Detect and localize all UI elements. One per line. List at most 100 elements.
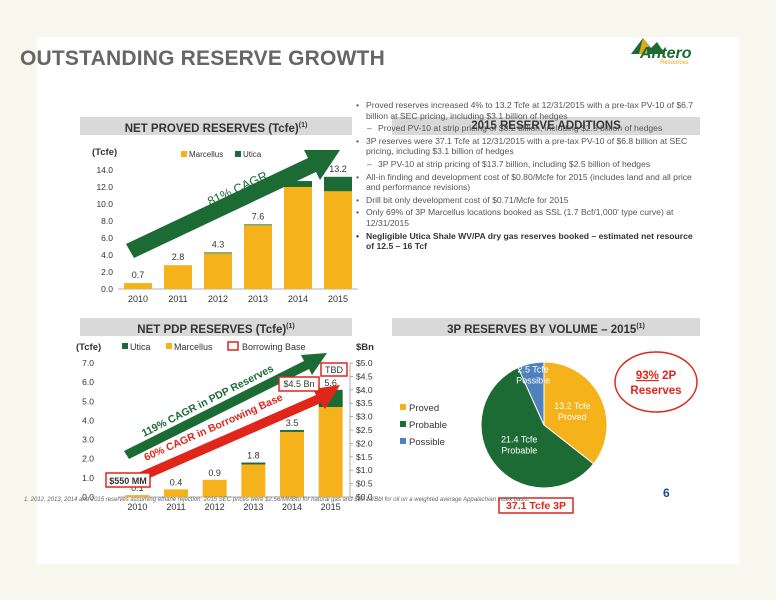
bb-2010-label: $550 MM (109, 476, 147, 486)
bullet: Drill bit only development cost of $0.71… (356, 195, 701, 206)
bullet: Negligible Utica Shale WV/PA dry gas res… (356, 231, 701, 252)
x-tick-label-2015: 2015 (321, 502, 341, 512)
callout-line1: 93% 2P (636, 370, 677, 382)
bar-marcellus-2015 (318, 407, 343, 497)
bar-utica-2013 (244, 224, 272, 226)
x-tick-label-2010: 2010 (127, 502, 147, 512)
bar-marcellus-2010 (125, 495, 150, 497)
proved-reserves-chart: (Tcfe) Marcellus Utica 0.0 2.0 4.0 6.0 8.0 10.0 1… (92, 147, 358, 304)
page-title: OUTSTANDING RESERVE GROWTH (20, 47, 385, 70)
bullet: 3P reserves were 37.1 Tcfe at 12/31/2015… (356, 136, 701, 157)
y-tick-label: 2.0 (101, 267, 113, 277)
legend-label-proved: Proved (409, 403, 439, 414)
y-tick-label: 7.0 (82, 358, 94, 368)
y2-tick-label: $3.0 (356, 412, 373, 422)
legend-label-borrowing-base: Borrowing Base (242, 342, 306, 352)
bar-utica-2015 (324, 176, 352, 192)
y-tick-label: 10.0 (96, 199, 113, 209)
tbd-box (320, 362, 348, 377)
legend-swatch-utica (235, 151, 241, 157)
legend-swatch-proved (400, 404, 406, 410)
volume-panel-header: 3P RESERVES BY VOLUME – 2015(1) (392, 318, 700, 336)
y2-tick-label: $1.5 (356, 452, 373, 462)
pie-label-proved-name: Proved (558, 412, 587, 422)
pie-label-possible-value: 2.5 Tcfe (517, 364, 548, 374)
callout-pct: 93% (636, 370, 659, 382)
y-tick-label: 2.0 (82, 454, 94, 464)
total-label-2012: 4.3 (212, 239, 225, 249)
bar-marcellus-2011 (164, 489, 188, 497)
legend-label-utica: Utica (243, 150, 262, 159)
x-tick-label-2010: 2010 (128, 294, 148, 304)
x-tick-label-2015: 2015 (328, 294, 348, 304)
proved-panel-header: NET PROVED RESERVES (Tcfe)(1) (80, 117, 352, 135)
x-tick-label-2013: 2013 (243, 502, 263, 512)
additions-bullet-list: Proved reserves increased 4% to 13.2 Tcf… (356, 100, 701, 254)
legend-label-possible: Possible (409, 437, 445, 448)
logo-sub: Resources (660, 60, 689, 66)
total-label-2011: 2.8 (172, 252, 185, 262)
legend-swatch-probable (400, 421, 406, 427)
y2-tick-label: $3.5 (356, 398, 373, 408)
x-tick-label-2011: 2011 (168, 294, 187, 304)
bar-marcellus-2013 (244, 225, 272, 289)
y2-tick-label: $5.0 (356, 358, 373, 368)
y-tick-label: 0.0 (101, 284, 113, 294)
y-tick-label: 0.0 (82, 492, 94, 502)
y2-tick-label: $4.0 (356, 385, 373, 395)
x-tick-label-2012: 2012 (205, 502, 225, 512)
y2-tick-label: $2.0 (356, 438, 373, 448)
bullet: Proved reserves increased 4% to 13.2 Tcf… (356, 100, 701, 121)
total-label-2014: 3.5 (286, 418, 299, 428)
pie-slice-probable (480, 366, 595, 489)
pie-label-probable-name: Probable (501, 445, 537, 455)
x-tick-label-2014: 2014 (288, 294, 308, 304)
legend-label-probable: Probable (409, 420, 447, 431)
borrowing-base-cagr-arrow (124, 385, 340, 487)
total-label-2015: 5.6 (324, 378, 337, 388)
y-axis-unit: (Tcfe) (76, 342, 101, 353)
total-label-2010: 0.1 (131, 483, 144, 493)
pdp-reserves-chart: (Tcfe) $Bn Utica Marcellus Borrowing Base 0.0… (76, 341, 374, 512)
logo-name: Antero (640, 45, 692, 62)
pie-label-possible-name: Possible (516, 375, 550, 385)
y-tick-label: 1.0 (82, 473, 94, 483)
y2-tick-label: $4.5 (356, 371, 373, 381)
total-label-2011: 0.4 (170, 477, 183, 487)
x-tick-label-2013: 2013 (248, 294, 268, 304)
legend-swatch-possible (400, 438, 406, 444)
legend-swatch-marcellus (181, 151, 187, 157)
legend-swatch-borrowing-base (227, 341, 239, 351)
legend-label-marcellus: Marcellus (189, 150, 223, 159)
callout-ellipse (614, 351, 698, 413)
sub-bullet: Proved PV-10 at strip pricing of $8.2 bi… (356, 123, 701, 134)
x-tick-label-2011: 2011 (166, 502, 185, 512)
bar-marcellus-2010 (124, 283, 152, 289)
sub-bullet: 3P PV-10 at strip pricing of $13.7 billi… (356, 159, 701, 170)
bar-marcellus-2012 (204, 253, 232, 289)
bar-marcellus-2015 (324, 191, 352, 289)
bar-utica-2014 (280, 430, 304, 432)
y-tick-label: 4.0 (82, 415, 94, 425)
bar-marcellus-2012 (202, 479, 227, 497)
bar-utica-2013 (241, 462, 266, 465)
x-tick-label-2012: 2012 (208, 294, 228, 304)
pie-slice-proved (543, 361, 608, 465)
y-tick-label: 3.0 (82, 435, 94, 445)
y-tick-label: 5.0 (82, 396, 94, 406)
bb-2014-box (278, 376, 320, 392)
total-label-2015: 13.2 (329, 164, 347, 174)
cagr-arrow (126, 150, 340, 258)
y2-tick-label: $1.0 (356, 465, 373, 475)
total-label-2012: 0.9 (208, 468, 221, 478)
bb-2010-box (105, 472, 151, 488)
bar-marcellus-2014 (280, 431, 304, 497)
y-tick-label: 8.0 (101, 216, 113, 226)
y-tick-label: 12.0 (96, 182, 113, 192)
y2-tick-label: $0.5 (356, 479, 373, 489)
y-axis-unit: (Tcfe) (92, 147, 117, 158)
pdp-cagr-arrow (124, 353, 327, 459)
total-label: 37.1 Tcfe 3P (506, 500, 566, 512)
y-tick-label: 4.0 (101, 250, 113, 260)
y2-tick-label: $0.0 (356, 492, 373, 502)
